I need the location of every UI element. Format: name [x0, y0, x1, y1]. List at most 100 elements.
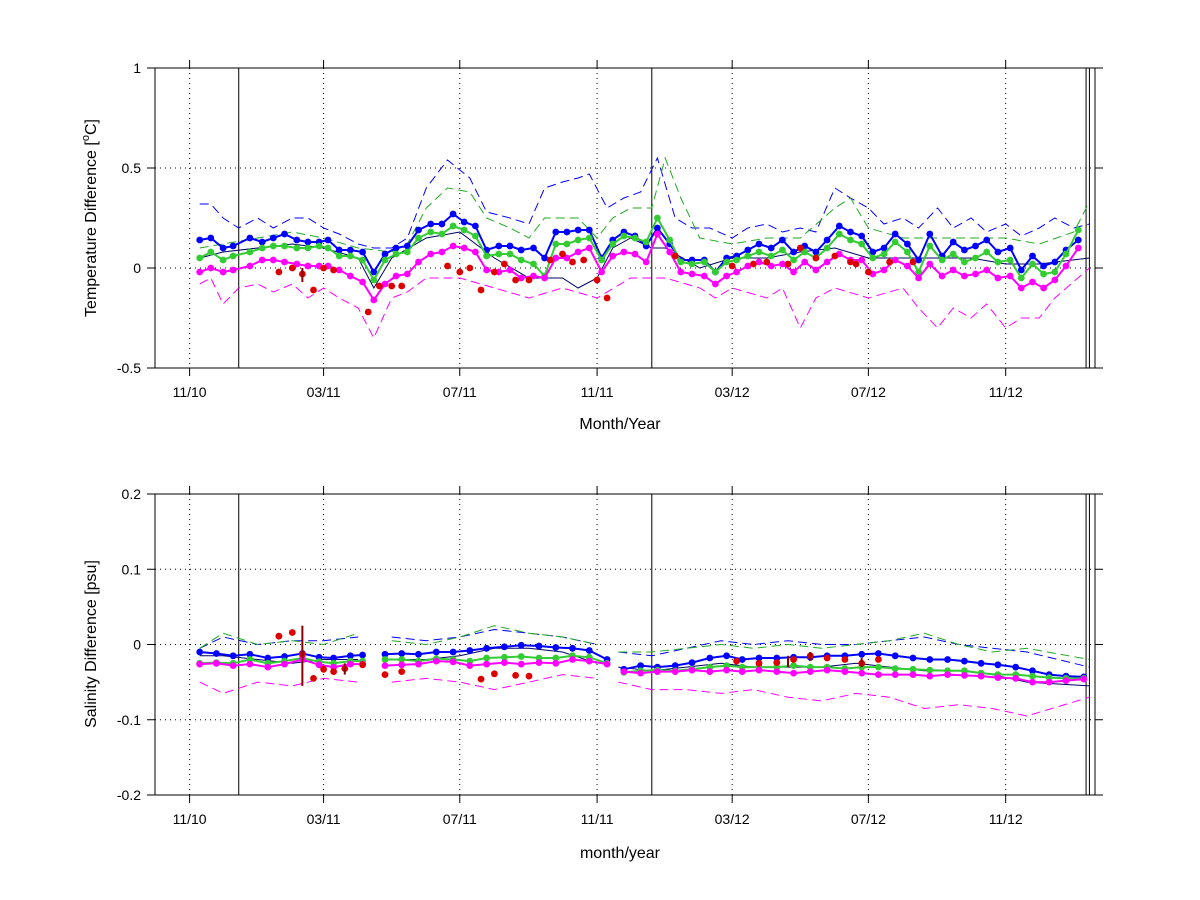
- temperature-blue-stars-point: [541, 254, 548, 262]
- temperature-green-stars-point: [666, 236, 674, 244]
- temperature-green-stars-point: [926, 242, 934, 250]
- salinity-magenta-stars-point: [723, 666, 730, 674]
- temperature-magenta-stars-point: [915, 274, 922, 282]
- temperature-magenta-stars-point: [293, 260, 301, 268]
- temperature-green-stars-point: [207, 248, 215, 256]
- temperature-red-stars-point: [376, 282, 383, 290]
- salinity-magenta-stars-point: [926, 672, 934, 680]
- salinity-magenta-stars-point: [961, 672, 968, 679]
- salinity-blue-stars-point: [891, 652, 899, 660]
- temperature-red-stars-point: [456, 268, 464, 276]
- salinity-blue-stars-point: [347, 652, 354, 660]
- temperature-red-stars-point: [559, 250, 566, 258]
- temperature-red-stars-point: [671, 252, 679, 260]
- temperature-green-stars-point: [315, 242, 323, 250]
- salinity-ytick-label: 0.2: [122, 486, 142, 502]
- temperature-xtick-label: 07/11: [443, 384, 477, 400]
- temperature-red-stars-point: [320, 264, 327, 272]
- temperature-magenta-stars-point: [460, 244, 468, 252]
- temperature-blue-stars-point: [904, 240, 911, 248]
- salinity-magenta-stars-point: [1062, 677, 1070, 684]
- temperature-blue-stars-point: [281, 230, 288, 238]
- salinity-magenta-stars-point: [501, 659, 508, 666]
- salinity-red-stars-point: [755, 659, 763, 667]
- temperature-blue-stars-point: [517, 246, 525, 254]
- temperature-magenta-stars-point: [961, 272, 968, 280]
- temperature-blue-stars-point: [1074, 236, 1082, 244]
- salinity-magenta-stars-point: [654, 668, 661, 675]
- temperature-red-stars-point: [491, 268, 498, 276]
- temperature-magenta-stars-point: [1074, 244, 1082, 252]
- salinity-magenta-stars-point: [246, 660, 254, 668]
- temperature-red-stars-point: [477, 286, 485, 294]
- temperature-magenta-stars-point: [926, 260, 934, 268]
- temperature-green-stars-point: [779, 246, 786, 254]
- salinity-blue-stars-point: [977, 659, 985, 667]
- temperature-green-stars-point: [1006, 256, 1014, 264]
- temperature-red-stars-point: [865, 268, 872, 276]
- temperature-magenta-stars-point: [972, 270, 979, 278]
- temperature-magenta-stars-point: [403, 270, 411, 278]
- salinity-magenta-stars-point: [671, 668, 679, 675]
- temperature-magenta-stars-point: [677, 268, 685, 276]
- temperature-green-stars-point: [392, 250, 400, 258]
- temperature-blue-stars-point: [1006, 244, 1014, 252]
- salinity-red-stars-point: [525, 672, 533, 680]
- temperature-green-stars-point: [381, 256, 389, 264]
- temperature-series: [196, 156, 1090, 340]
- temperature-y-axis-title-superscript: o: [80, 135, 92, 141]
- temperature-magenta-stars-point: [415, 258, 422, 266]
- salinity-magenta-stars-point: [688, 666, 696, 674]
- salinity-green-stars-point: [381, 656, 389, 663]
- temperature-red-stars-point: [398, 282, 406, 290]
- temperature-green-stars-point: [688, 260, 696, 268]
- temperature-blue-stars-point: [506, 242, 514, 250]
- temperature-blue-stars-point: [767, 244, 775, 252]
- temperature-red-stars-point: [501, 260, 508, 268]
- temperature-green-stars-point: [495, 250, 503, 258]
- salinity-magenta-stars-point: [944, 671, 951, 678]
- salinity-blue-stars-point: [1029, 667, 1036, 675]
- temperature-blue-stars-point: [392, 244, 400, 252]
- temperature-green-stars-point: [427, 228, 435, 236]
- temperature-red-stars-point: [310, 286, 317, 294]
- temperature-magenta-stars-point: [269, 256, 277, 264]
- temperature-magenta-stars-point: [449, 242, 457, 250]
- temperature-blue-stars-point: [335, 246, 343, 254]
- salinity-blue-stars-point: [944, 656, 951, 663]
- temperature-y-axis-title: Temperature Difference [oC]: [80, 119, 100, 317]
- salinity-magenta-stars-point: [994, 674, 1002, 681]
- salinity-green-stars-point: [891, 665, 899, 672]
- temperature-magenta-stars-point: [563, 254, 571, 262]
- salinity-blue-stars-point: [1012, 663, 1020, 671]
- salinity-blue-stars-point: [688, 659, 696, 666]
- salinity-magenta-stars-point: [806, 668, 814, 675]
- temperature-magenta-stars-point: [258, 256, 266, 264]
- temperature-green-stars-point: [869, 254, 877, 262]
- temperature-red-stars-point: [909, 258, 917, 266]
- temperature-magenta-stars-point: [666, 248, 674, 256]
- temperature-magenta-stars-point: [381, 280, 389, 288]
- temperature-red-stars-point: [444, 262, 451, 270]
- salinity-magenta-stars-point: [466, 662, 474, 669]
- salinity-magenta-stars-point: [281, 660, 288, 668]
- salinity-blue-stars-line: [199, 651, 363, 660]
- salinity-red-stars-point: [398, 668, 406, 675]
- temperature-blue-stars-point: [370, 268, 378, 276]
- salinity-magenta-stars-point: [1045, 678, 1053, 686]
- temperature-blue-stars-point: [269, 234, 277, 242]
- temperature-blue-stars-point: [196, 236, 204, 244]
- temperature-axes: 11/10 03/11 07/11 11/11 03/12 07/12 11/12 -0.5 0…: [117, 60, 1103, 400]
- temperature-magenta-stars-point: [335, 266, 343, 274]
- temperature-magenta-stars-point: [790, 268, 797, 276]
- salinity-magenta-stars-point: [637, 669, 644, 677]
- salinity-blue-stars-point: [637, 662, 644, 669]
- temperature-blue-stars-point: [835, 222, 843, 230]
- salinity-red-stars-point: [330, 668, 337, 675]
- temperature-green-stars-point: [790, 256, 797, 264]
- temperature-green-stars-point: [449, 222, 457, 230]
- temperature-ytick-label: 1: [133, 60, 141, 76]
- temperature-magenta-stars-point: [712, 280, 719, 288]
- temperature-magenta-stars-point: [585, 244, 593, 252]
- temperature-blue-stars-point: [755, 240, 763, 248]
